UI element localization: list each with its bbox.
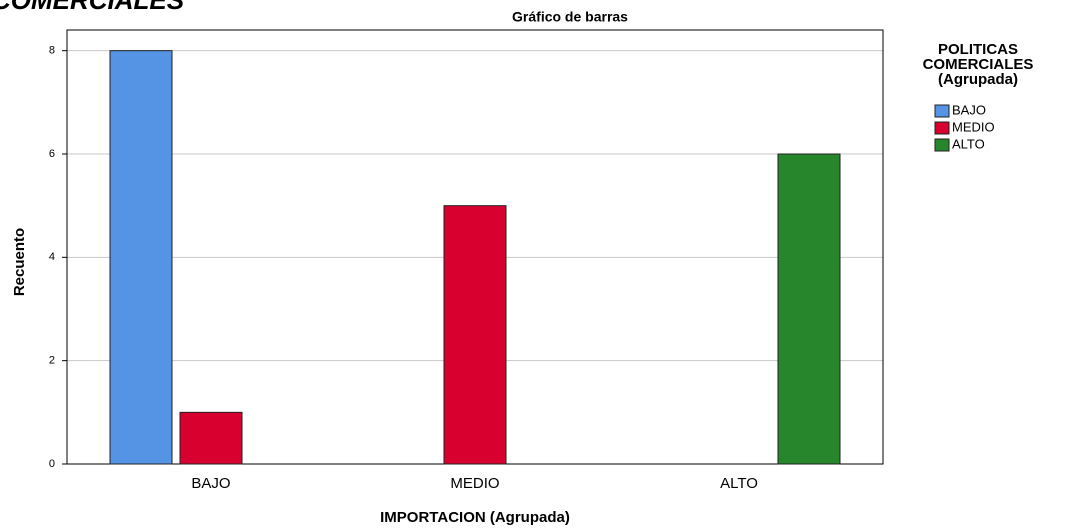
x-tick-label: BAJO	[191, 475, 230, 492]
chart-title: Gráfico de barras	[512, 9, 628, 25]
legend-swatch	[934, 104, 950, 118]
legend-label: ALTO	[952, 136, 985, 151]
bar	[777, 153, 841, 465]
legend-label: BAJO	[952, 102, 986, 117]
x-axis-label: IMPORTACION (Agrupada)	[380, 509, 570, 526]
y-tick-label: 8	[49, 45, 55, 57]
bar	[109, 50, 173, 465]
y-tick-label: 0	[49, 458, 55, 470]
y-tick-label: 2	[49, 355, 55, 367]
legend-title: COMERCIALES	[923, 56, 1034, 73]
bar	[179, 411, 243, 465]
y-tick-label: 6	[49, 148, 55, 160]
legend-title: (Agrupada)	[938, 71, 1018, 88]
legend-swatch	[934, 121, 950, 135]
bar	[443, 205, 507, 465]
y-tick-label: 4	[49, 251, 55, 263]
page-heading: COMERCIALES	[0, 0, 185, 15]
legend-label: MEDIO	[952, 119, 995, 134]
x-tick-label: MEDIO	[450, 475, 499, 492]
legend-swatch	[934, 138, 950, 152]
y-axis-label: Recuento	[11, 228, 28, 296]
legend-title: POLITICAS	[938, 41, 1018, 58]
x-tick-label: ALTO	[720, 475, 758, 492]
